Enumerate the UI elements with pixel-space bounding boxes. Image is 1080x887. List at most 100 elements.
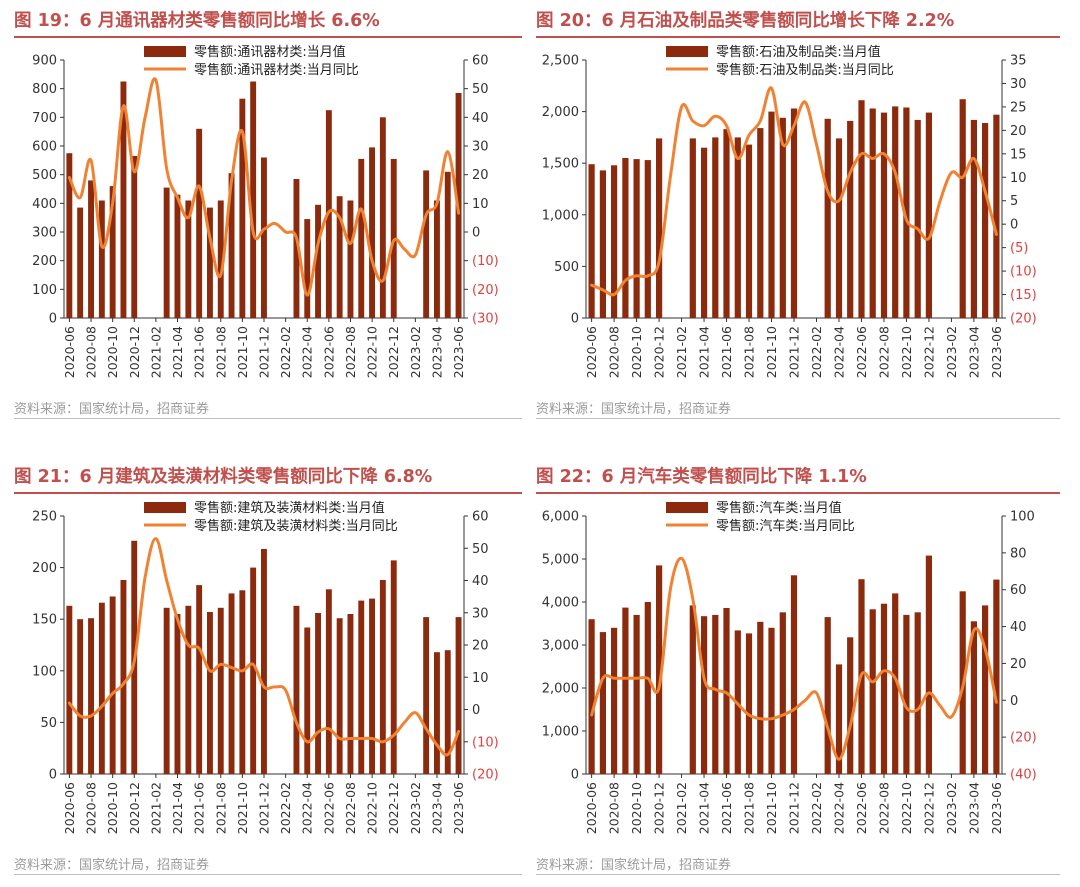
left-tick-label: 500	[554, 260, 579, 275]
bar	[757, 621, 764, 774]
bar	[109, 186, 116, 318]
left-tick-label: 2,000	[542, 105, 579, 120]
title-rule	[14, 36, 522, 38]
left-tick-label: 800	[32, 82, 57, 97]
bar	[847, 120, 854, 319]
legend-bar-swatch	[666, 502, 708, 513]
right-tick-label: 0	[1010, 694, 1018, 709]
right-tick-label: 40	[472, 574, 489, 589]
bar	[347, 614, 354, 774]
right-tick-label: 40	[472, 111, 489, 126]
x-tick-label: 2023-02	[408, 326, 423, 378]
x-tick-label: 2022-04	[832, 782, 847, 834]
x-tick-label: 2021-02	[674, 782, 689, 834]
bar	[925, 555, 932, 774]
right-tick-label: 10	[472, 671, 489, 686]
yoy-line	[67, 77, 461, 297]
source-divider	[14, 418, 522, 419]
bar	[599, 170, 606, 318]
x-tick-label: 2021-08	[742, 782, 757, 834]
x-tick-label: 2021-10	[235, 782, 250, 834]
yoy-line	[67, 537, 461, 757]
x-tick-label: 2022-10	[899, 782, 914, 834]
x-tick-label: 2021-08	[742, 326, 757, 378]
legend-line-label: 零售额:建筑及装潢材料类:当月同比	[194, 518, 398, 534]
right-tick-label: (5)	[1010, 241, 1028, 256]
right-tick-label: 30	[472, 606, 489, 621]
right-tick-label: 10	[472, 197, 489, 212]
x-tick-label: 2022-02	[278, 782, 293, 834]
x-tick-label: 2023-02	[944, 326, 959, 378]
x-tick-label: 2021-06	[719, 326, 734, 378]
bar	[358, 600, 365, 774]
bar	[790, 575, 798, 774]
bar	[109, 596, 116, 774]
bar	[217, 200, 224, 318]
x-tick-label: 2023-04	[966, 782, 981, 834]
bar	[611, 165, 618, 318]
bar	[835, 664, 843, 774]
x-tick-label: 2021-06	[192, 326, 207, 378]
right-tick-label: 50	[472, 542, 489, 557]
left-tick-label: 0	[49, 768, 57, 783]
right-tick-label: 60	[472, 510, 489, 525]
bar	[970, 119, 977, 319]
x-tick-label: 2021-04	[697, 782, 712, 834]
x-tick-label: 2022-06	[321, 782, 336, 834]
right-tick-label: 80	[1010, 546, 1027, 561]
x-tick-label: 2022-12	[921, 326, 936, 378]
bar	[824, 118, 831, 318]
x-tick-label: 2022-08	[876, 326, 891, 378]
bar	[880, 603, 888, 774]
yoy-line	[590, 86, 998, 297]
left-tick-label: 100	[32, 664, 57, 679]
right-tick-label: (40)	[1010, 768, 1037, 783]
bar	[982, 123, 989, 318]
x-tick-label: 2020-08	[84, 326, 99, 378]
bar	[599, 632, 606, 774]
bar	[434, 200, 440, 318]
x-tick-label: 2020-06	[584, 326, 599, 378]
x-tick-label: 2021-04	[697, 326, 712, 378]
left-tick-label: 150	[32, 613, 57, 628]
x-tick-label: 2020-06	[62, 782, 77, 834]
x-tick-label: 2020-08	[607, 782, 622, 834]
right-tick-label: (10)	[1010, 265, 1037, 280]
bar	[77, 619, 84, 774]
legend-line-label: 零售额:汽车类:当月同比	[716, 518, 855, 534]
left-tick-label: 1,500	[542, 157, 579, 172]
bar	[622, 158, 629, 318]
bar	[207, 612, 213, 774]
right-tick-label: (30)	[472, 312, 499, 327]
source-note: 资料来源：国家统计局，招商证券	[14, 858, 210, 873]
bar	[633, 159, 640, 318]
bar	[185, 605, 192, 774]
bar	[745, 633, 753, 774]
right-tick-label: (20)	[1010, 312, 1037, 327]
left-tick-label: 250	[32, 510, 57, 525]
x-tick-label: 2020-06	[584, 782, 599, 834]
left-tick-label: 4,000	[542, 596, 579, 611]
bar	[228, 593, 235, 774]
bar	[959, 99, 966, 318]
bar	[701, 147, 708, 318]
bar	[131, 156, 138, 318]
bar	[98, 602, 105, 774]
right-tick-label: 100	[1010, 510, 1035, 525]
x-tick-label: 2022-02	[809, 782, 824, 834]
x-tick-label: 2022-06	[854, 326, 869, 378]
right-tick-label: 60	[1010, 583, 1027, 598]
bar	[712, 614, 719, 774]
bar	[315, 613, 321, 774]
x-tick-label: 2020-12	[652, 782, 667, 834]
right-tick-label: 20	[1010, 657, 1027, 672]
right-tick-label: 20	[472, 168, 489, 183]
x-tick-label: 2021-10	[235, 326, 250, 378]
right-tick-label: 50	[472, 82, 489, 97]
bar	[120, 580, 127, 774]
left-tick-label: 200	[32, 254, 57, 269]
right-tick-label: 40	[1010, 620, 1027, 635]
bar	[644, 602, 651, 774]
right-tick-label: 5	[1010, 194, 1018, 209]
bar	[903, 107, 910, 318]
